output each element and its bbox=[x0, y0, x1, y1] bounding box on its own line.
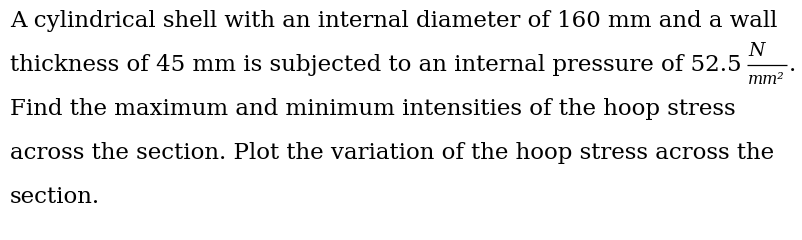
Text: .: . bbox=[789, 54, 796, 76]
Text: across the section. Plot the variation of the hoop stress across the: across the section. Plot the variation o… bbox=[10, 142, 774, 164]
Text: section.: section. bbox=[10, 186, 100, 208]
Text: A cylindrical shell with an internal diameter of 160 mm and a wall: A cylindrical shell with an internal dia… bbox=[10, 10, 777, 32]
Text: thickness of 45 mm is subjected to an internal pressure of 52.5: thickness of 45 mm is subjected to an in… bbox=[10, 54, 746, 76]
Text: mm²: mm² bbox=[748, 71, 785, 88]
Text: N: N bbox=[748, 42, 764, 60]
Text: Find the maximum and minimum intensities of the hoop stress: Find the maximum and minimum intensities… bbox=[10, 98, 735, 120]
